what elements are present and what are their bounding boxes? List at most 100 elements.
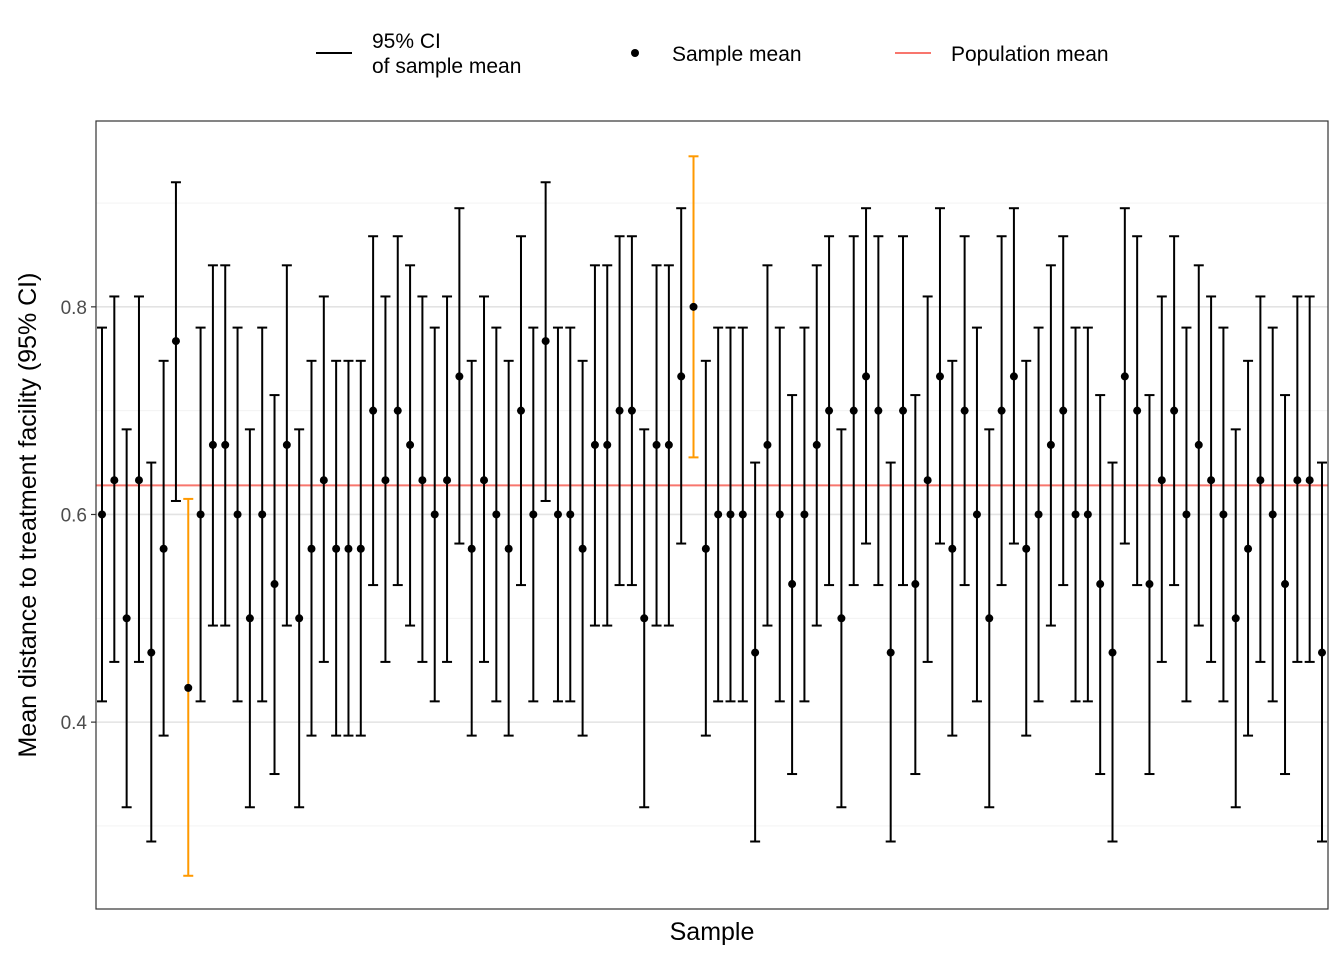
- sample-mean-point: [1231, 614, 1240, 623]
- sample-mean-point: [788, 580, 797, 589]
- sample-mean-point: [1244, 544, 1253, 553]
- error-bar-sample-92: [1218, 326, 1229, 703]
- error-bar-sample-36: [528, 326, 539, 703]
- error-bar-sample-85: [1132, 235, 1143, 587]
- error-bar-sample-78: [1045, 264, 1056, 627]
- error-bar-sample-26: [405, 264, 416, 627]
- sample-mean-point: [208, 440, 217, 449]
- sample-mean-point: [295, 614, 304, 623]
- error-bar-sample-55: [762, 264, 773, 627]
- sample-mean-point: [171, 337, 180, 346]
- sample-mean-point: [406, 440, 415, 449]
- sample-mean-point: [714, 510, 723, 519]
- error-bar-sample-73: [984, 428, 995, 809]
- error-bar-sample-61: [836, 428, 847, 809]
- error-bar-sample-8: [183, 497, 194, 877]
- error-bar-sample-33: [491, 326, 502, 703]
- error-bar-sample-12: [232, 326, 243, 703]
- error-bar-sample-14: [257, 326, 268, 703]
- x-axis-title: Sample: [670, 918, 755, 946]
- error-bar-sample-96: [1267, 326, 1278, 703]
- sample-mean-point: [467, 544, 476, 553]
- sample-mean-point: [985, 614, 994, 623]
- sample-mean-point: [1046, 440, 1055, 449]
- sample-mean-point: [923, 476, 932, 485]
- error-bar-sample-81: [1082, 326, 1093, 703]
- sample-mean-point: [1034, 510, 1043, 519]
- error-bar-sample-56: [774, 326, 785, 703]
- sample-mean-point: [1145, 580, 1154, 589]
- sample-mean-point: [800, 510, 809, 519]
- error-bar-sample-18: [306, 359, 317, 737]
- error-bar-sample-59: [811, 264, 822, 627]
- error-bar-sample-45: [639, 428, 650, 809]
- sample-mean-point: [1281, 580, 1290, 589]
- error-bar-sample-71: [959, 235, 970, 587]
- legend-mean-label: Sample mean: [672, 43, 802, 66]
- sample-mean-point: [652, 440, 661, 449]
- error-bar-sample-25: [392, 235, 403, 587]
- sample-mean-point: [899, 406, 908, 415]
- sample-mean-point: [1219, 510, 1228, 519]
- sample-mean-point: [381, 476, 390, 485]
- sample-mean-point: [664, 440, 673, 449]
- sample-mean-point: [1182, 510, 1191, 519]
- error-bar-sample-22: [355, 359, 366, 737]
- sample-mean-point: [480, 476, 489, 485]
- error-bar-sample-27: [417, 295, 428, 663]
- error-bar-sample-88: [1169, 235, 1180, 587]
- error-bar-sample-41: [589, 264, 600, 627]
- sample-mean-point: [837, 614, 846, 623]
- error-bar-sample-98: [1292, 295, 1303, 663]
- error-bar-sample-60: [824, 235, 835, 587]
- sample-mean-point: [1133, 406, 1142, 415]
- sample-mean-point: [590, 440, 599, 449]
- sample-mean-point: [529, 510, 538, 519]
- error-bar-sample-83: [1107, 461, 1118, 843]
- sample-mean-point: [1096, 580, 1105, 589]
- sample-mean-point: [369, 406, 378, 415]
- sample-mean-point: [849, 406, 858, 415]
- sample-mean-point: [258, 510, 267, 519]
- legend: 95% CI of sample mean Sample mean Popula…: [316, 30, 1109, 78]
- sample-mean-point: [935, 372, 944, 381]
- sample-mean-point: [319, 476, 328, 485]
- error-bar-sample-58: [799, 326, 810, 703]
- sample-mean-point: [763, 440, 772, 449]
- legend-ci-label-1: 95% CI: [372, 30, 441, 53]
- error-bar-sample-46: [651, 264, 662, 627]
- error-bar-sample-70: [947, 359, 958, 737]
- error-bar-sample-93: [1230, 428, 1241, 809]
- error-bar-sample-9: [195, 326, 206, 703]
- error-bar-sample-76: [1021, 359, 1032, 737]
- error-bar-sample-32: [479, 295, 490, 663]
- error-bar-sample-42: [602, 264, 613, 627]
- error-bar-sample-37: [540, 181, 551, 502]
- sample-mean-point: [344, 544, 353, 553]
- error-bar-sample-24: [380, 295, 391, 663]
- sample-mean-point: [1305, 476, 1314, 485]
- error-bars: [96, 155, 1328, 877]
- error-bar-sample-67: [910, 394, 921, 776]
- legend-mean-key: [631, 49, 639, 57]
- sample-mean-point: [911, 580, 920, 589]
- y-axis-title: Mean distance to treatment facility (95%…: [14, 273, 42, 758]
- sample-mean-point: [1083, 510, 1092, 519]
- error-bar-sample-31: [466, 359, 477, 737]
- sample-mean-point: [1071, 510, 1080, 519]
- error-bar-sample-21: [343, 359, 354, 737]
- sample-mean-point: [948, 544, 957, 553]
- sample-mean-point: [751, 648, 760, 657]
- sample-mean-point: [726, 510, 735, 519]
- sample-mean-point: [1157, 476, 1166, 485]
- error-bar-sample-48: [676, 207, 687, 545]
- sample-mean-point: [270, 580, 279, 589]
- legend-ci-label-2: of sample mean: [372, 55, 521, 78]
- y-tick-label: 0.4: [61, 713, 88, 734]
- error-bar-sample-51: [713, 326, 724, 703]
- sample-mean-point: [1256, 476, 1265, 485]
- error-bar-sample-1: [97, 326, 107, 703]
- error-bar-sample-23: [368, 235, 379, 587]
- error-bar-sample-64: [873, 235, 884, 587]
